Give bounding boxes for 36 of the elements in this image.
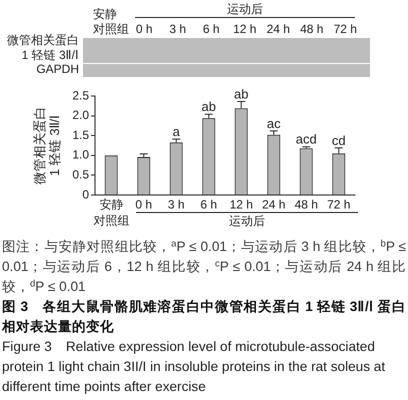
category-label: 0 h <box>136 22 153 37</box>
y-tick-label: 1.5 <box>72 128 90 142</box>
x-tick-label: 12 h <box>230 197 253 212</box>
category-label: 微管相关蛋白 1 轻链 3Ⅱ/Ⅰ <box>7 33 79 62</box>
annotation: cd <box>332 132 346 148</box>
category-label: 48 h <box>300 22 324 37</box>
x-axis-title: 运动后 <box>228 214 265 229</box>
category-label: GAPDH <box>36 62 79 76</box>
category-label: 安静对照组 <box>92 7 129 37</box>
text: 图注：与安静对照组比较，$^{a}$P ≤ 0.01；与运动后 3 h 组比较，$^{b}$P ≤ 0.01；与运动后 6，12 h 组比较，$^{c}$P ≤ 0.01；与运动后 24 h 组比较，$^{d}$P ≤ 0.01 <box>2 238 406 294</box>
caption: 图 3 各组大鼠骨骼肌难溶蛋白中微管相关蛋白 1 轻链 3Ⅱ/Ⅰ 蛋白相对表达量的变化 <box>2 298 406 336</box>
x-tick-label: 安静对照组 <box>93 197 130 228</box>
category-label: 6 h <box>202 22 220 37</box>
y-tick-label: 0 <box>82 187 90 202</box>
x-tick-label: 24 h <box>262 197 286 212</box>
x-tick-label: 72 h <box>327 197 350 212</box>
category-label: 12 h <box>233 22 256 37</box>
annotation: acd <box>296 132 317 147</box>
y-tick-label: 2.5 <box>72 88 90 102</box>
x-tick-label: 6 h <box>200 197 218 212</box>
annotation: ab <box>234 86 248 102</box>
x-tick-label: 0 h <box>135 197 152 212</box>
annotation: ab <box>202 99 216 114</box>
text: 运动后 <box>227 2 264 17</box>
annotation: a <box>172 124 181 140</box>
annotation: ac <box>266 116 282 131</box>
category-label: 24 h <box>266 22 290 37</box>
caption: Figure 3 Relative expression level of microtubule-associated protein 1 light chain 3II/I in insoluble proteins in the rat soleus at different time points after exercise <box>2 338 386 396</box>
y-tick-label: 0.5 <box>72 168 90 182</box>
y-axis-title: 微管相关蛋白 1 轻链 3Ⅱ/Ⅰ <box>32 106 62 184</box>
category-label: 72 h <box>334 22 357 37</box>
y-tick-label: 1.0 <box>72 148 90 162</box>
x-tick-label: 3 h <box>168 197 185 212</box>
y-tick-label: 2.0 <box>72 108 90 122</box>
category-label: 3 h <box>169 22 186 37</box>
x-tick-label: 48 h <box>294 197 318 212</box>
